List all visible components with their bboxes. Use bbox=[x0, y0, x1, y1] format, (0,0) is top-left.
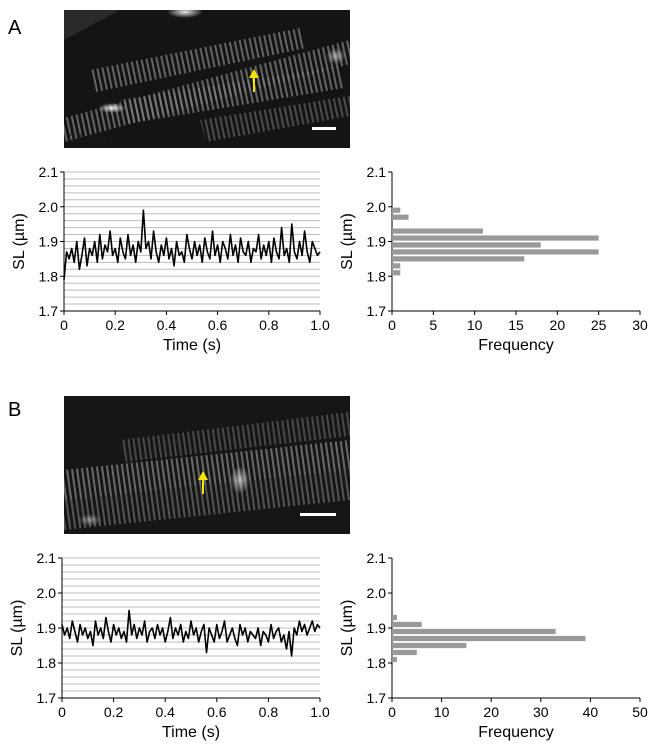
x-tick-label: 0.8 bbox=[259, 317, 279, 333]
micrograph-a: 0.0 ms bbox=[64, 6, 350, 148]
y-tick-label: 1.9 bbox=[37, 620, 57, 636]
y-tick-label: 2.0 bbox=[37, 585, 57, 601]
x-tick-label: 40 bbox=[583, 704, 599, 720]
y-tick-label: 2.0 bbox=[39, 199, 59, 215]
histogram-chart-b: 1.7 1.8 1.9 2.0 2.1 0 10 20 30 40 50 Frequency SL (µ… bbox=[339, 550, 648, 741]
x-tick-label: 20 bbox=[483, 704, 499, 720]
x-tick-label: 10 bbox=[467, 317, 483, 333]
timestamp-a: 0.0 ms bbox=[68, 131, 108, 146]
y-tick-label: 2.0 bbox=[367, 199, 387, 215]
x-tick-label: 0 bbox=[58, 704, 66, 720]
x-tick-label: 20 bbox=[550, 317, 566, 333]
x-tick-label: 0 bbox=[388, 704, 396, 720]
x-tick-label: 25 bbox=[591, 317, 607, 333]
y-tick-label: 2.1 bbox=[367, 550, 387, 566]
x-tick-label: 30 bbox=[533, 704, 549, 720]
x-tick-label: 0.6 bbox=[207, 704, 227, 720]
y-tick-label: 1.9 bbox=[367, 234, 387, 250]
x-tick-label: 10 bbox=[434, 704, 450, 720]
y-tick-label: 1.7 bbox=[39, 303, 59, 319]
histogram-bar bbox=[392, 614, 397, 621]
micrograph-b: 0.0 ms bbox=[64, 396, 350, 534]
y-tick-label: 1.8 bbox=[367, 655, 387, 671]
x-tick-label: 5 bbox=[429, 317, 437, 333]
scale-bar bbox=[300, 513, 336, 516]
x-axis-title: Frequency bbox=[478, 724, 554, 741]
histogram-bar bbox=[392, 656, 397, 663]
histogram-bar bbox=[392, 263, 401, 269]
yellow-arrow-icon bbox=[198, 471, 208, 494]
x-axis-title: Frequency bbox=[478, 337, 554, 354]
panel-label-a: A bbox=[8, 17, 22, 39]
y-tick-label: 2.1 bbox=[367, 164, 387, 180]
trace-chart-b: 1.7 1.8 1.9 2.0 2.1 0 0.2 0.4 0.6 0.8 1.0 Time (s) S… bbox=[9, 550, 330, 741]
y-tick-label: 1.8 bbox=[39, 268, 59, 284]
y-tick-label: 1.8 bbox=[37, 655, 57, 671]
histogram-bar bbox=[392, 628, 556, 635]
y-tick-label: 2.0 bbox=[367, 585, 387, 601]
y-tick-label: 1.7 bbox=[37, 690, 57, 706]
histogram-bar bbox=[392, 242, 541, 248]
y-axis-title: SL (µm) bbox=[9, 600, 26, 657]
histogram-bar bbox=[392, 256, 525, 262]
histogram-bar bbox=[392, 270, 401, 276]
yellow-arrow-icon bbox=[249, 69, 259, 92]
y-tick-label: 2.1 bbox=[39, 164, 59, 180]
histogram-chart-a: 1.7 1.8 1.9 2.0 2.1 0 5 10 15 20 25 30 Frequency SL (… bbox=[339, 164, 648, 354]
histogram-bar bbox=[392, 649, 417, 656]
x-tick-label: 30 bbox=[632, 317, 648, 333]
x-tick-label: 0.4 bbox=[155, 704, 175, 720]
y-tick-label: 2.1 bbox=[37, 550, 57, 566]
x-tick-label: 0.4 bbox=[157, 317, 177, 333]
x-tick-label: 50 bbox=[632, 704, 648, 720]
x-tick-label: 0.2 bbox=[105, 317, 125, 333]
histogram-bar bbox=[392, 621, 422, 628]
x-tick-label: 15 bbox=[508, 317, 524, 333]
histogram-bar bbox=[392, 214, 409, 220]
x-tick-label: 1.0 bbox=[310, 704, 330, 720]
x-tick-label: 1.0 bbox=[310, 317, 330, 333]
histogram-bar bbox=[392, 207, 401, 213]
x-tick-label: 0 bbox=[388, 317, 396, 333]
timestamp-b: 0.0 ms bbox=[68, 400, 108, 415]
x-axis-title: Time (s) bbox=[162, 724, 220, 741]
y-axis-title: SL (µm) bbox=[11, 213, 28, 270]
y-tick-label: 1.9 bbox=[367, 620, 387, 636]
histogram-bar bbox=[392, 235, 599, 241]
x-tick-label: 0 bbox=[60, 317, 68, 333]
histogram-bar bbox=[392, 228, 483, 234]
trace-chart-a: 1.7 1.8 1.9 2.0 2.1 0 0.2 0.4 0.6 0.8 1.0 Time (s) S… bbox=[11, 164, 330, 354]
sl-trace-line bbox=[61, 609, 321, 657]
panel-label-b: B bbox=[8, 399, 21, 421]
y-axis-title: SL (µm) bbox=[339, 600, 356, 657]
x-tick-label: 0.2 bbox=[104, 704, 124, 720]
histogram-bar bbox=[392, 642, 467, 649]
histogram-bar bbox=[392, 635, 586, 642]
y-tick-label: 1.7 bbox=[367, 690, 387, 706]
x-tick-label: 0.8 bbox=[259, 704, 279, 720]
y-tick-label: 1.7 bbox=[367, 303, 387, 319]
sl-trace-line bbox=[63, 209, 321, 280]
y-tick-label: 1.9 bbox=[39, 234, 59, 250]
x-axis-title: Time (s) bbox=[163, 337, 221, 354]
x-tick-label: 0.6 bbox=[208, 317, 228, 333]
y-axis-title: SL (µm) bbox=[339, 213, 356, 270]
y-tick-label: 1.8 bbox=[367, 268, 387, 284]
histogram-bar bbox=[392, 249, 599, 255]
scale-bar bbox=[312, 127, 336, 130]
